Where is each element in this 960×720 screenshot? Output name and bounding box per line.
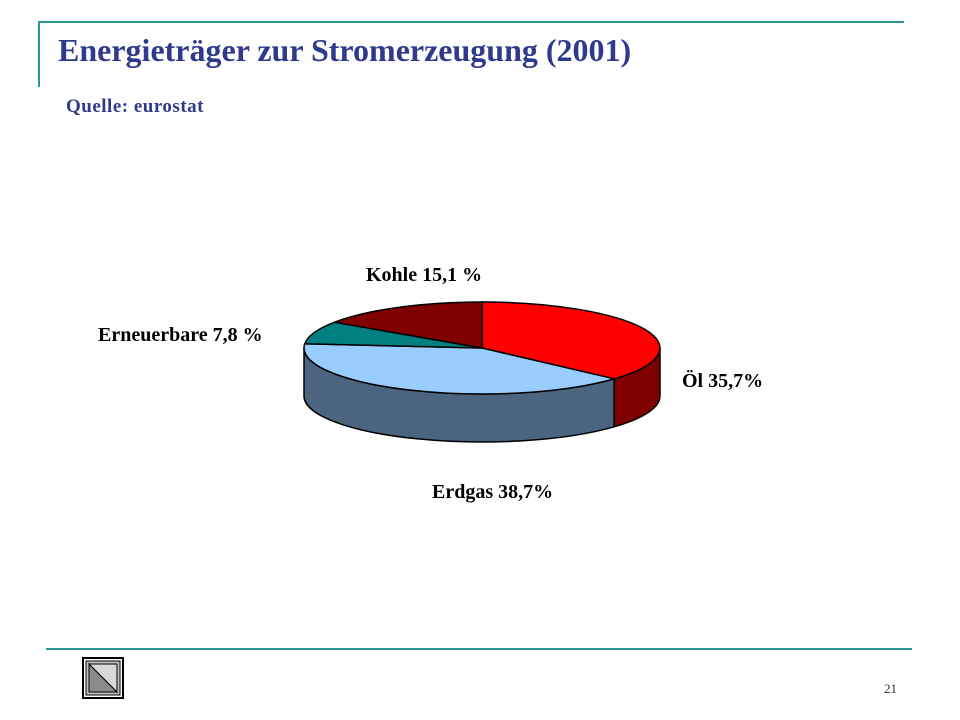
slide-title: Energieträger zur Stromerzeugung (2001) (58, 32, 632, 68)
slide-frame-top-line (38, 21, 904, 23)
back-nav-button[interactable] (82, 657, 124, 699)
slide-footer-line (46, 648, 912, 650)
page-number: 21 (884, 681, 897, 696)
pie-slice-öl (481, 301, 661, 380)
slide-frame-left-line (38, 21, 40, 87)
pie-slice-kohle (331, 301, 483, 349)
pie-slice-erdgas (303, 343, 618, 395)
slice-label-erneuerbare: Erneuerbare 7,8 % (98, 324, 263, 346)
triangle-back-icon (82, 657, 124, 699)
slice-label-erdgas: Erdgas 38,7% (432, 481, 554, 503)
slice-label-oel: Öl 35,7% (682, 370, 764, 392)
slice-label-kohle: Kohle 15,1 % (366, 264, 483, 286)
slide-subtitle: Quelle: eurostat (66, 96, 204, 117)
